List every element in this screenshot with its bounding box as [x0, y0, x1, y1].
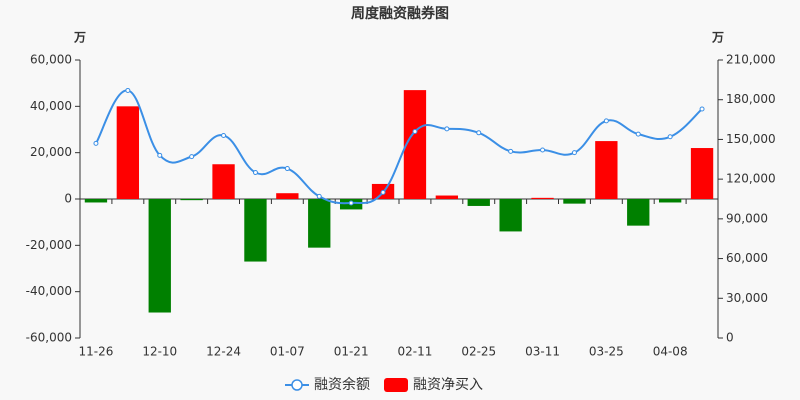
x-tick-label: 01-07: [270, 345, 305, 359]
y-tick-label: 60,000: [30, 53, 72, 67]
bar: [308, 199, 331, 248]
y-tick-label: 0: [64, 192, 72, 206]
x-tick-label: 12-24: [206, 345, 241, 359]
y2-tick-label: 60,000: [726, 251, 768, 265]
x-tick-label: 02-25: [461, 345, 496, 359]
x-tick-label: 03-11: [525, 345, 560, 359]
point: [252, 170, 258, 176]
bar: [531, 197, 554, 199]
bar: [276, 193, 299, 199]
bar: [180, 199, 203, 201]
bar: [435, 195, 459, 199]
y-tick-label: 40,000: [30, 99, 72, 113]
bar: [244, 199, 267, 262]
point: [125, 87, 131, 93]
bar: [563, 199, 586, 204]
bar: [212, 164, 235, 199]
y-tick-label: -40,000: [26, 284, 72, 298]
y2-tick-label: 210,000: [726, 53, 776, 67]
bar: [690, 148, 714, 199]
bar: [627, 199, 650, 226]
point: [540, 147, 546, 153]
chart-title: 周度融资融券图: [351, 5, 449, 22]
point: [571, 150, 577, 156]
bar: [595, 141, 618, 199]
y-tick-label: -60,000: [26, 331, 72, 345]
y2-tick-label: 0: [726, 331, 734, 345]
x-tick-label: 12-10: [142, 345, 177, 359]
point: [508, 148, 514, 154]
point: [93, 140, 99, 146]
point: [699, 106, 705, 112]
y-unit: 万: [73, 31, 86, 45]
point: [284, 166, 290, 172]
point: [667, 134, 673, 140]
x-tick-label: 01-21: [334, 345, 369, 359]
point: [189, 154, 195, 160]
y2-tick-label: 90,000: [726, 211, 768, 225]
bar: [658, 199, 682, 203]
point: [380, 189, 386, 195]
y-tick-label: 20,000: [30, 145, 72, 159]
point: [221, 132, 227, 138]
point: [476, 130, 482, 136]
bar: [403, 90, 427, 199]
point: [348, 200, 354, 206]
y2-tick-label: 180,000: [726, 92, 776, 106]
x-tick-label: 11-26: [79, 345, 114, 359]
legend-label: 融资余额: [314, 376, 370, 393]
y-tick-label: -20,000: [26, 238, 72, 252]
bar: [467, 199, 490, 206]
bar: [116, 106, 140, 199]
point: [603, 118, 609, 124]
legend-marker: [291, 379, 303, 391]
legend-label: 融资净买入: [413, 377, 483, 393]
y2-tick-label: 30,000: [726, 291, 768, 305]
legend-marker: [384, 378, 408, 392]
point: [412, 128, 418, 134]
point: [444, 126, 450, 132]
bar: [84, 199, 108, 203]
bar: [148, 199, 171, 313]
x-tick-label: 02-11: [398, 345, 433, 359]
point: [635, 131, 641, 137]
x-tick-label: 03-25: [589, 345, 624, 359]
bar: [499, 199, 522, 232]
y2-tick-label: 120,000: [726, 172, 776, 186]
x-tick-label: 04-08: [653, 345, 688, 359]
y2-unit: 万: [711, 31, 724, 45]
y2-tick-label: 150,000: [726, 132, 776, 146]
point: [316, 193, 322, 199]
point: [157, 152, 163, 158]
